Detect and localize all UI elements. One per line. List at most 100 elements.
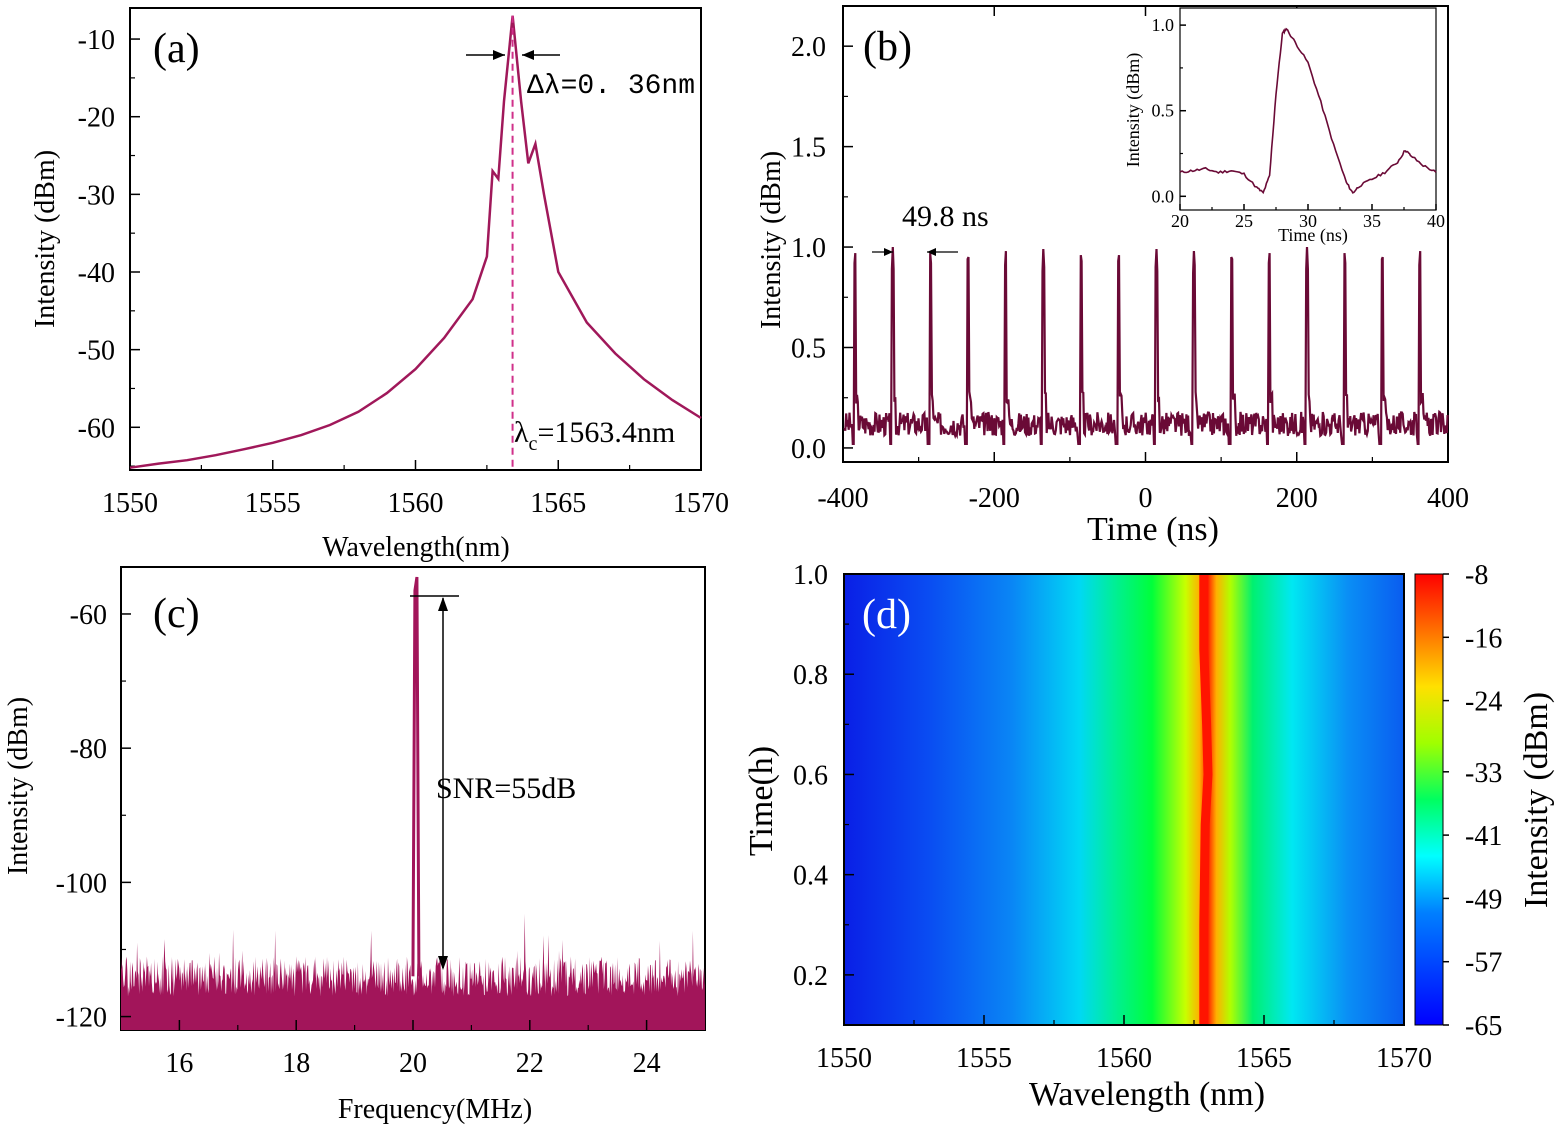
- x-tick-label: 1550: [102, 488, 158, 519]
- panel-a-x-ticks: 1550 1555 1560 1565 1570: [102, 460, 729, 519]
- panel-d-colorbar-ticks: -8 -16 -24 -33 -41 -49 -57 -65: [1443, 560, 1502, 1042]
- panel-b-label: (b): [863, 24, 912, 70]
- panel-c-fundamental-peak: [411, 576, 421, 977]
- x-tick-label: 1550: [816, 1043, 872, 1074]
- x-tick-label: 1565: [530, 488, 586, 519]
- y-tick-label: -80: [70, 734, 107, 765]
- x-tick-label: 1555: [245, 488, 301, 519]
- colorbar-tick-label: -57: [1465, 948, 1502, 979]
- y-tick-label: -60: [78, 413, 115, 444]
- panel-c-snr-annotation: SNR=55dB: [436, 772, 576, 805]
- panel-b-pulse-train-line: [843, 247, 1449, 445]
- panel-b-inset-ylabel: Intensity (dBm): [1123, 53, 1144, 168]
- x-tick-label: 20: [1171, 211, 1189, 231]
- panel-b-period-annotation: 49.8 ns: [902, 200, 989, 233]
- y-tick-label: 0.8: [793, 660, 828, 691]
- panel-a-bandwidth-arrows: [466, 50, 560, 60]
- x-tick-label: 1570: [673, 488, 729, 519]
- colorbar-tick-label: -8: [1465, 560, 1488, 591]
- colorbar-tick-label: -41: [1465, 821, 1502, 852]
- panel-c-snr-arrow: [410, 595, 459, 970]
- panel-d-colorbar: [1414, 573, 1444, 1026]
- y-tick-label: 1.5: [791, 133, 826, 164]
- panel-d-y-ticks: 0.2 0.4 0.6 0.8 1.0: [793, 560, 854, 992]
- y-tick-label: -60: [70, 600, 107, 631]
- panel-d-x-ticks: 1550 1555 1560 1565 1570: [816, 1015, 1432, 1074]
- x-tick-label: 40: [1427, 211, 1445, 231]
- x-tick-label: 24: [633, 1048, 661, 1079]
- x-tick-label: 20: [399, 1048, 427, 1079]
- panel-c-x-ticks: 16 18 20 22 24: [165, 1020, 661, 1079]
- y-tick-label: 0.4: [793, 861, 828, 892]
- x-tick-label: 0: [1139, 483, 1153, 514]
- x-tick-label: 1560: [388, 488, 444, 519]
- y-tick-label: 0.6: [793, 760, 828, 791]
- y-tick-label: 2.0: [791, 32, 826, 63]
- panel-a-label: (a): [153, 26, 200, 72]
- panel-b-inset-xlabel: Time (ns): [1278, 225, 1348, 246]
- panel-a-y-ticks: -10 -20 -30 -40 -50 -60: [78, 25, 140, 467]
- center-value: =1563.4nm: [537, 416, 675, 449]
- x-tick-label: 25: [1235, 211, 1253, 231]
- x-tick-label: -400: [817, 483, 868, 514]
- y-tick-label: 1.0: [791, 233, 826, 264]
- panel-c-noise-floor: [121, 913, 705, 1030]
- y-tick-label: -20: [78, 103, 115, 134]
- panel-a-bandwidth-annotation: Δλ=0. 36nm: [527, 71, 695, 102]
- y-tick-label: -40: [78, 258, 115, 289]
- panel-c-label: (c): [153, 591, 200, 637]
- panel-b-inset-y-ticks: 0.0 0.5 1.0: [1152, 15, 1186, 206]
- panel-b-inset-x-ticks: 20 25 30 35 40: [1171, 204, 1445, 231]
- lambda-symbol: λ: [514, 416, 529, 449]
- y-tick-label: -100: [56, 868, 107, 899]
- y-tick-label: 0.2: [793, 961, 828, 992]
- x-tick-label: 18: [282, 1048, 310, 1079]
- y-tick-label: -120: [56, 1003, 107, 1034]
- y-tick-label: 0.0: [1152, 186, 1175, 206]
- panel-a-ylabel: Intensity (dBm): [30, 150, 61, 328]
- colorbar-tick-label: -16: [1465, 623, 1502, 654]
- panel-c-xlabel: Frequency(MHz): [338, 1094, 532, 1125]
- panel-a-spectrum-line: [129, 15, 702, 469]
- colorbar-tick-label: -33: [1465, 758, 1502, 789]
- x-tick-label: 200: [1276, 483, 1318, 514]
- x-tick-label: 400: [1427, 483, 1469, 514]
- x-tick-label: 22: [516, 1048, 544, 1079]
- y-tick-label: 0.0: [791, 434, 826, 465]
- y-tick-label: -50: [78, 336, 115, 367]
- panel-c-rf-spectrum: 16 18 20 22 24 -60 -80 -100 -120 (c) SNR=55dB F…: [3, 566, 706, 1125]
- panel-d-stability-map: 1550 1555 1560 1565 1570 0.20.40.60.81.0 -8-…: [743, 560, 1555, 1113]
- x-tick-label: 35: [1363, 211, 1381, 231]
- panel-a-spectrum: 1550 1555 1560 1565 1570 -10-20-30-40-50-60 …: [30, 7, 729, 563]
- panel-b-inset-frame: [1179, 7, 1437, 211]
- panel-d-label: (d): [862, 592, 911, 638]
- panel-b-inset: 20 25 30 35 40 0.0 0.5 1.0 Time (ns) Intensity…: [1123, 7, 1445, 246]
- panel-b-pulse-train: -400 -200 0 200 400 0.0 0.5 1.0 1.5 2.0 (b) 49.8…: [756, 5, 1469, 548]
- panel-d-heatmap-background: [844, 574, 1404, 1025]
- panel-b-x-ticks: -400 -200 0 200 400: [817, 6, 1469, 514]
- panel-b-inset-pulse-line: [1179, 27, 1437, 195]
- panel-a-center-annotation: λc=1563.4nm: [514, 416, 675, 455]
- y-tick-label: 1.0: [793, 560, 828, 591]
- y-tick-label: -10: [78, 25, 115, 56]
- panel-b-y-ticks: 0.0 0.5 1.0 1.5 2.0: [791, 32, 853, 465]
- panel-b-xlabel: Time (ns): [1087, 511, 1219, 548]
- x-tick-label: 1570: [1376, 1043, 1432, 1074]
- y-tick-label: 0.5: [1152, 101, 1175, 121]
- panel-c-y-ticks: -60 -80 -100 -120: [56, 600, 131, 1034]
- lambda-subscript: c: [529, 433, 538, 455]
- panel-d-colorbar-label: Intensity (dBm): [1518, 692, 1555, 908]
- colorbar-tick-label: -49: [1465, 884, 1502, 915]
- panel-c-ylabel: Intensity (dBm): [3, 697, 34, 875]
- colorbar-tick-label: -65: [1465, 1011, 1502, 1042]
- y-tick-label: 1.0: [1152, 15, 1175, 35]
- x-tick-label: 1560: [1096, 1043, 1152, 1074]
- y-tick-label: 0.5: [791, 333, 826, 364]
- x-tick-label: 16: [165, 1048, 193, 1079]
- x-tick-label: 1555: [956, 1043, 1012, 1074]
- panel-d-xlabel: Wavelength (nm): [1029, 1076, 1265, 1113]
- panel-a-xlabel: Wavelength(nm): [322, 532, 509, 563]
- x-tick-label: -200: [969, 483, 1020, 514]
- colorbar-tick-label: -24: [1465, 687, 1502, 718]
